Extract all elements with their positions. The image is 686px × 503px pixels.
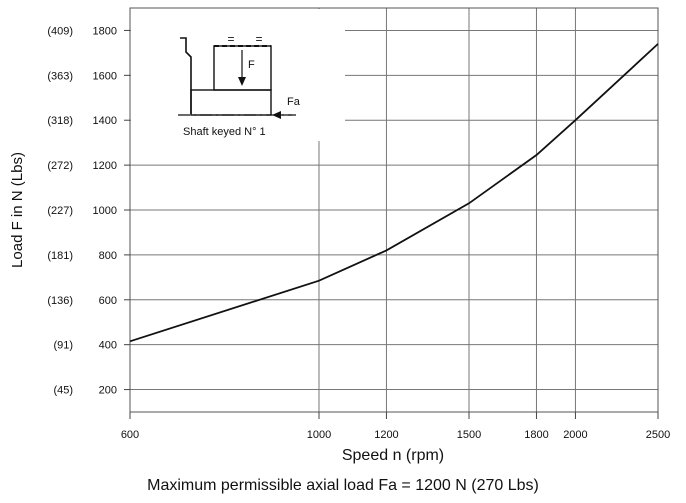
y-tick-label: 1600	[93, 70, 117, 82]
y-tick-label: 800	[99, 250, 117, 262]
y-axis-label: Load F in N (Lbs)	[9, 152, 26, 268]
y-tick-label: 1200	[93, 160, 117, 172]
x-tick-label: 1000	[307, 429, 331, 441]
y-tick-label-lbs: (227)	[47, 205, 73, 217]
axial-force-label: Fa	[287, 96, 301, 108]
y-axis-ticks: 200 (45) 400 (91) 600 (136) 800 (181) 1000 (227) 1…	[47, 25, 130, 397]
equal-mark-right: =	[255, 32, 262, 46]
y-tick-label: 200	[99, 385, 117, 397]
force-arrow-head	[238, 77, 246, 86]
equal-mark-left: =	[227, 32, 234, 46]
axial-load-note: Maximum permissible axial load Fa = 1200…	[147, 477, 539, 494]
x-axis-label: Speed n (rpm)	[342, 447, 444, 464]
x-axis-ticks: 600 1000 1200 1500 1800 2000 2500	[121, 412, 670, 441]
y-tick-label: 400	[99, 340, 117, 352]
inset-background	[131, 9, 345, 141]
y-tick-label-lbs: (409)	[47, 25, 73, 37]
x-tick-label: 1200	[374, 429, 398, 441]
inset-caption: Shaft keyed N° 1	[183, 126, 266, 138]
y-tick-label-lbs: (363)	[47, 70, 73, 82]
y-tick-label-lbs: (136)	[47, 295, 73, 307]
force-label: F	[248, 59, 255, 71]
x-tick-label: 2500	[646, 429, 670, 441]
load-curve	[129, 43, 659, 343]
y-tick-label-lbs: (318)	[47, 115, 73, 127]
series-layer	[129, 43, 659, 343]
y-tick-label-lbs: (91)	[53, 340, 73, 352]
y-tick-label: 1800	[93, 25, 117, 37]
shaft-diagram-inset: = = F Fa Shaft keyed N° 1	[131, 9, 345, 141]
x-tick-label: 1800	[524, 429, 548, 441]
y-tick-label: 1000	[93, 205, 117, 217]
x-tick-label: 1500	[457, 429, 481, 441]
y-tick-label-lbs: (181)	[47, 250, 73, 262]
housing-outline	[180, 37, 192, 114]
x-tick-label: 600	[121, 429, 139, 441]
y-tick-label: 1400	[93, 115, 117, 127]
x-tick-label: 2000	[563, 429, 587, 441]
axial-arrow-head	[272, 111, 281, 119]
y-tick-label-lbs: (45)	[53, 385, 73, 397]
y-tick-label: 600	[99, 295, 117, 307]
y-tick-label-lbs: (272)	[47, 160, 73, 172]
